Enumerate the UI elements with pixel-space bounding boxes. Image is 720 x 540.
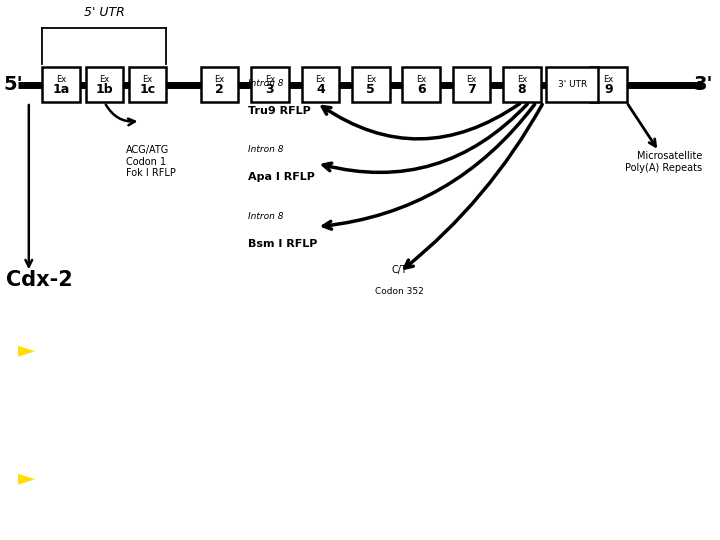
- Text: ►: ►: [18, 340, 35, 360]
- Text: Ex: Ex: [99, 75, 109, 84]
- Text: 1c: 1c: [140, 83, 156, 96]
- Text: Ex: Ex: [265, 75, 275, 84]
- Text: Taq I RFLP: Taq I RFLP: [315, 316, 405, 332]
- Text: Ex: Ex: [416, 75, 426, 84]
- Text: 7: 7: [467, 83, 476, 96]
- Text: Intron 8: Intron 8: [248, 79, 284, 87]
- Text: 3: 3: [266, 83, 274, 96]
- Text: Ex: Ex: [517, 75, 527, 84]
- Bar: [352, 68, 390, 102]
- Text: 1b: 1b: [96, 83, 113, 96]
- Bar: [86, 68, 123, 102]
- Text: between the Bsm I polymorphism and BMD.: between the Bsm I polymorphism and BMD.: [54, 404, 535, 423]
- Text: Cdx-2: Cdx-2: [6, 271, 73, 291]
- Text: Microsatellite
Poly(A) Repeats: Microsatellite Poly(A) Repeats: [625, 151, 702, 173]
- Text: Ex: Ex: [366, 75, 376, 84]
- Bar: [590, 68, 627, 102]
- Text: 2: 2: [215, 83, 224, 96]
- Bar: [503, 68, 541, 102]
- Text: Codon 352: Codon 352: [375, 287, 424, 296]
- Bar: [251, 68, 289, 102]
- Text: Tru9 RFLP: Tru9 RFLP: [248, 106, 311, 116]
- Text: Apa I RFLP: Apa I RFLP: [248, 172, 315, 183]
- Text: 1a: 1a: [53, 83, 70, 96]
- Text: Ex: Ex: [56, 75, 66, 84]
- Text: Ex: Ex: [215, 75, 225, 84]
- Text: Ex: Ex: [603, 75, 613, 84]
- Text: 3': 3': [693, 75, 713, 94]
- Text: Meta-analyses: BMD is associated with VDR: Meta-analyses: BMD is associated with VD…: [54, 469, 535, 488]
- Text: 5': 5': [4, 75, 23, 94]
- Bar: [42, 68, 80, 102]
- Text: ACG/ATG
Codon 1
Fok I RFLP: ACG/ATG Codon 1 Fok I RFLP: [126, 145, 176, 178]
- Bar: [453, 68, 490, 102]
- Text: Morrison et al. (1994): a significant association: Morrison et al. (1994): a significant as…: [54, 340, 575, 360]
- Text: Ex: Ex: [143, 75, 153, 84]
- Bar: [201, 68, 238, 102]
- Text: (Cooper et al., 1996; Gong et al., 1999).: (Cooper et al., 1996; Gong et al., 1999)…: [112, 530, 418, 540]
- Text: gene: gene: [54, 530, 115, 540]
- Text: Ex: Ex: [315, 75, 325, 84]
- Text: 6: 6: [417, 83, 426, 96]
- Text: 5: 5: [366, 83, 375, 96]
- Text: ►: ►: [18, 469, 35, 489]
- Text: Ex: Ex: [467, 75, 477, 84]
- Bar: [546, 68, 598, 102]
- Text: 3' UTR: 3' UTR: [558, 80, 587, 89]
- Text: 8: 8: [518, 83, 526, 96]
- Text: 5' UTR: 5' UTR: [84, 6, 125, 19]
- Bar: [129, 68, 166, 102]
- Bar: [302, 68, 339, 102]
- Text: Bsm I RFLP: Bsm I RFLP: [248, 239, 318, 249]
- Text: 9: 9: [604, 83, 613, 96]
- Text: 4: 4: [316, 83, 325, 96]
- Bar: [402, 68, 440, 102]
- Text: Intron 8: Intron 8: [248, 145, 284, 154]
- Text: C/T: C/T: [392, 265, 408, 275]
- Text: Intron 8: Intron 8: [248, 212, 284, 221]
